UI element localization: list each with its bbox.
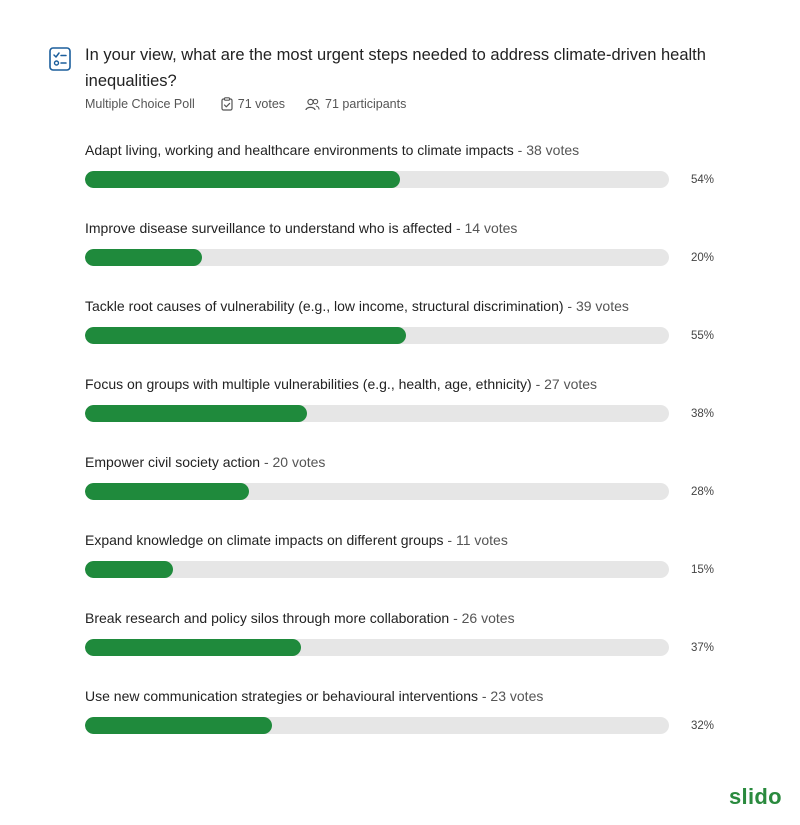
option-text: Use new communication strategies or beha… (85, 688, 478, 704)
option-label: Use new communication strategies or beha… (85, 687, 725, 705)
participants-label: 71 participants (325, 97, 407, 111)
option-label: Adapt living, working and healthcare env… (85, 141, 725, 159)
option-bar-fill (85, 639, 302, 656)
poll-option: Break research and policy silos through … (85, 609, 725, 687)
option-bar-track (85, 717, 669, 734)
option-bar-track (85, 249, 669, 266)
votes-label: 71 votes (237, 97, 286, 111)
option-bar-fill (85, 483, 249, 500)
option-bar-fill (85, 249, 202, 266)
poll-option: Focus on groups with multiple vulnerabil… (85, 375, 725, 453)
option-label: Improve disease surveillance to understa… (85, 219, 725, 237)
option-bar-fill (85, 717, 272, 734)
option-bar-track (85, 561, 669, 578)
poll-question: In your view, what are the most urgent s… (85, 46, 706, 90)
option-percent: 38% (691, 408, 715, 420)
checklist-icon (49, 47, 71, 71)
option-bar-fill (85, 171, 401, 188)
people-icon (305, 98, 320, 110)
option-votes: - 39 votes (563, 298, 629, 314)
option-bar-track (85, 405, 669, 422)
option-bar-track (85, 171, 669, 188)
poll-option: Expand knowledge on climate impacts on d… (85, 531, 725, 609)
option-text: Focus on groups with multiple vulnerabil… (85, 376, 532, 392)
poll-option: Use new communication strategies or beha… (85, 687, 725, 765)
option-text: Adapt living, working and healthcare env… (85, 142, 514, 158)
option-label: Break research and policy silos through … (85, 609, 725, 627)
option-percent: 55% (691, 330, 715, 342)
option-percent: 28% (691, 486, 715, 498)
option-bar-track (85, 327, 669, 344)
option-percent: 15% (691, 564, 715, 576)
option-bar-track (85, 483, 669, 500)
option-percent: 54% (691, 174, 715, 186)
option-text: Empower civil society action (85, 454, 261, 470)
option-votes: - 23 votes (477, 688, 544, 704)
option-label: Tackle root causes of vulnerability (e.g… (85, 297, 725, 315)
poll-option: Empower civil society action - 20 votes … (85, 453, 725, 531)
option-votes: - 27 votes (531, 376, 598, 392)
option-label: Expand knowledge on climate impacts on d… (85, 531, 725, 549)
option-bar-fill (85, 405, 307, 422)
option-bar-fill (85, 561, 173, 578)
option-votes: - 11 votes (443, 532, 508, 548)
option-votes: - 14 votes (452, 220, 518, 236)
participants-count: 71 participants (305, 97, 406, 111)
poll-option: Adapt living, working and healthcare env… (85, 141, 725, 219)
clipboard-check-icon (221, 97, 233, 111)
option-text: Tackle root causes of vulnerability (e.g… (85, 298, 564, 314)
option-text: Break research and policy silos through … (85, 610, 450, 626)
poll-option: Improve disease surveillance to understa… (85, 219, 725, 297)
option-text: Expand knowledge on climate impacts on d… (85, 532, 444, 548)
poll-option: Tackle root causes of vulnerability (e.g… (85, 297, 725, 375)
slido-logo: slido (729, 784, 782, 809)
option-label: Empower civil society action - 20 votes (85, 453, 725, 471)
option-text: Improve disease surveillance to understa… (85, 220, 453, 236)
poll-type: Multiple Choice Poll (85, 97, 195, 111)
votes-count: 71 votes (221, 97, 285, 111)
option-votes: - 26 votes (449, 610, 515, 626)
option-votes: - 38 votes (513, 142, 580, 158)
option-percent: 37% (691, 642, 715, 654)
option-votes: - 20 votes (260, 454, 326, 470)
option-percent: 20% (691, 252, 715, 264)
option-bar-track (85, 639, 669, 656)
poll-meta: Multiple Choice Poll 71 votes 71 partici… (85, 97, 406, 111)
option-percent: 32% (691, 720, 715, 732)
poll-options: Adapt living, working and healthcare env… (85, 141, 725, 765)
option-bar-fill (85, 327, 407, 344)
option-label: Focus on groups with multiple vulnerabil… (85, 375, 725, 393)
